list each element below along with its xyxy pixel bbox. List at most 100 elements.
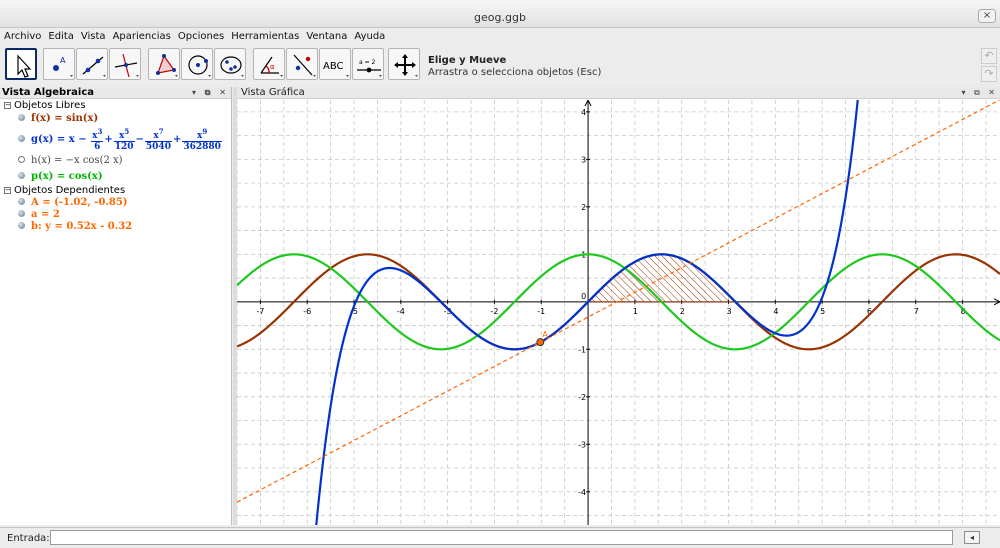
visibility-toggle-icon[interactable]: [18, 172, 25, 179]
menu-vista[interactable]: Vista: [80, 31, 106, 42]
x-tick-label: 3: [727, 307, 732, 316]
svg-text:ABC: ABC: [323, 61, 344, 72]
y-tick-label: 2: [581, 203, 586, 212]
x-tick-label: 8: [961, 307, 966, 316]
angle-icon: α: [260, 56, 283, 77]
tool-help-title: Elige y Mueve: [428, 55, 507, 66]
curve-g-taylor[interactable]: [312, 100, 862, 525]
algebra-item-f[interactable]: f(x) = sin(x): [18, 113, 98, 124]
conic-tool[interactable]: [214, 48, 246, 80]
input-help-icon[interactable]: ◂: [964, 531, 980, 544]
menu-bar: Archivo Edita Vista Apariencias Opciones Herr…: [0, 29, 1000, 45]
reflect-icon: [293, 54, 316, 77]
graphics-view-title-text: Vista Gráfica: [241, 87, 305, 98]
move-arrows-icon: [394, 54, 418, 77]
x-tick-label: 7: [914, 307, 919, 316]
tool-help-description: Arrastra o selecciona objetos (Esc): [428, 67, 602, 78]
menu-ayuda[interactable]: Ayuda: [354, 31, 386, 42]
y-tick-label: 4: [581, 108, 586, 117]
collapse-icon[interactable]: −: [4, 186, 11, 194]
x-tick-label: -7: [256, 307, 264, 316]
x-tick-label: 4: [773, 307, 778, 316]
algebra-item-p[interactable]: p(x) = cos(x): [18, 171, 103, 182]
input-bar: Entrada: ◂: [0, 527, 1000, 548]
point-a[interactable]: [536, 338, 545, 347]
algebra-view-title-text: Vista Algebraica: [2, 87, 95, 98]
point-tool[interactable]: A: [43, 48, 75, 80]
x-tick-label: -5: [350, 307, 358, 316]
algebra-item-point-a[interactable]: A = (-1.02, -0.85): [18, 197, 128, 208]
redo-icon[interactable]: ↷: [981, 66, 997, 82]
menu-ventana[interactable]: Ventana: [306, 31, 348, 42]
menu-archivo[interactable]: Archivo: [4, 31, 42, 42]
x-tick-label: -1: [537, 307, 545, 316]
y-tick-label: 3: [581, 155, 586, 164]
x-tick-label: -2: [490, 307, 498, 316]
menu-edita[interactable]: Edita: [48, 31, 74, 42]
point-icon: A: [53, 56, 73, 77]
y-tick-label: -1: [578, 345, 586, 354]
panel-controls[interactable]: ▾ ⧉ ✕: [191, 88, 229, 97]
circle-icon: [188, 55, 211, 77]
x-tick-label: -4: [397, 307, 405, 316]
conic-icon: [220, 56, 244, 77]
x-axis-arrow-icon: [993, 298, 1000, 306]
input-field[interactable]: [50, 530, 953, 545]
point-a-label: A: [542, 330, 548, 339]
graphics-view-title: Vista Gráfica ▾ ⧉ ✕: [237, 87, 1000, 99]
visibility-toggle-icon[interactable]: [18, 210, 25, 217]
fraction-term: x3 6: [91, 127, 104, 152]
visibility-toggle-icon[interactable]: [18, 114, 25, 121]
fraction-term: x5 120: [113, 127, 135, 152]
slider-icon: a = 2: [357, 59, 382, 77]
angle-tool[interactable]: α: [253, 48, 285, 80]
svg-text:a = 2: a = 2: [359, 59, 376, 66]
window-title: geog.ggb: [474, 11, 526, 24]
view-splitter[interactable]: [233, 87, 237, 525]
panel-controls[interactable]: ▾ ⧉ ✕: [961, 88, 998, 97]
menu-herramientas[interactable]: Herramientas: [231, 31, 300, 42]
close-icon[interactable]: ×: [978, 9, 996, 23]
move-tool[interactable]: [5, 48, 37, 80]
algebra-view: Vista Algebraica ▾ ⧉ ✕ − Objetos Libres f…: [0, 87, 232, 525]
move-view-tool[interactable]: [388, 48, 420, 80]
text-tool[interactable]: ABC: [319, 48, 351, 80]
line-through-points-icon: [82, 56, 106, 77]
circle-tool[interactable]: [181, 48, 213, 80]
undo-icon[interactable]: ↶: [981, 48, 997, 64]
svg-text:α: α: [270, 63, 275, 71]
perpendicular-tool[interactable]: [109, 48, 141, 80]
menu-opciones[interactable]: Opciones: [177, 31, 225, 42]
visibility-toggle-icon[interactable]: [18, 135, 25, 142]
line-b[interactable]: [237, 100, 1000, 503]
dependent-objects-header[interactable]: − Objetos Dependientes: [4, 185, 126, 196]
algebra-item-slider-a[interactable]: a = 2: [18, 209, 60, 220]
algebra-item-h[interactable]: h(x) = −x cos(2 x): [18, 155, 123, 166]
polygon-tool[interactable]: [148, 48, 180, 80]
visibility-toggle-icon[interactable]: [18, 198, 25, 205]
slider-tool[interactable]: a = 2: [352, 48, 384, 80]
reflect-tool[interactable]: [286, 48, 318, 80]
menu-apariencias[interactable]: Apariencias: [112, 31, 171, 42]
line-tool[interactable]: [76, 48, 108, 80]
origin-label: 0: [581, 292, 586, 301]
x-tick-label: 1: [633, 307, 638, 316]
fraction-term: x7 5040: [144, 127, 172, 152]
y-tick-label: -4: [578, 488, 586, 497]
algebra-view-title: Vista Algebraica ▾ ⧉ ✕: [0, 87, 231, 99]
visibility-toggle-icon[interactable]: [18, 156, 25, 163]
free-objects-header[interactable]: − Objetos Libres: [4, 100, 86, 111]
algebra-item-line-b[interactable]: b: y = 0.52x - 0.32: [18, 221, 132, 232]
algebra-item-g[interactable]: g(x) = x − x3 6 + x5 120− x7 5040 + x9 362880: [18, 127, 223, 152]
perpendicular-line-icon: [114, 53, 139, 78]
window-titlebar: geog.ggb ×: [0, 0, 1000, 28]
input-label: Entrada:: [7, 533, 50, 544]
x-tick-label: -3: [444, 307, 452, 316]
fraction-term: x9 362880: [182, 127, 222, 152]
collapse-icon[interactable]: −: [4, 101, 11, 109]
y-tick-label: -3: [578, 440, 586, 449]
y-tick-label: -2: [578, 393, 586, 402]
visibility-toggle-icon[interactable]: [18, 222, 25, 229]
curve-p-cos[interactable]: [237, 253, 1000, 351]
